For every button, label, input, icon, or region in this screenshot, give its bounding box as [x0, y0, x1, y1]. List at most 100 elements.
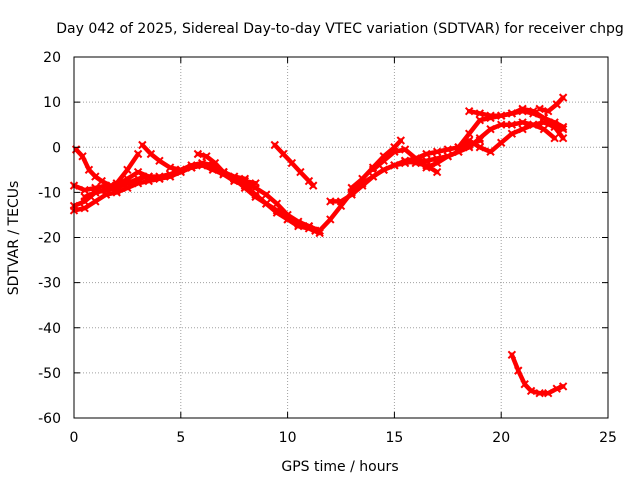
data-point — [78, 152, 87, 161]
data-point — [390, 147, 399, 156]
data-point — [138, 140, 147, 150]
data-point — [133, 179, 143, 188]
data-point — [432, 158, 442, 168]
data-point — [347, 190, 356, 199]
y-tick-label: -10 — [38, 185, 61, 201]
data-point — [552, 100, 561, 109]
data-point — [496, 138, 506, 147]
x-tick-label: 10 — [279, 430, 297, 446]
y-tick-label: 10 — [43, 95, 61, 111]
data-point — [529, 106, 538, 116]
data-point — [251, 192, 260, 202]
data-point — [240, 183, 250, 193]
data-point — [155, 156, 164, 165]
x-tick-label: 20 — [492, 430, 510, 446]
data-layer — [69, 93, 568, 398]
data-point — [133, 167, 143, 177]
data-point — [507, 129, 517, 138]
data-point — [165, 163, 175, 172]
data-point — [315, 226, 324, 235]
y-tick-label: -20 — [38, 231, 61, 247]
data-point — [294, 222, 303, 231]
data-point — [144, 176, 153, 186]
data-point — [368, 172, 378, 181]
data-point — [309, 181, 318, 190]
series-arc-5 — [80, 149, 143, 202]
data-point — [552, 384, 561, 393]
series-arc-18 — [507, 350, 568, 398]
data-point — [279, 149, 288, 159]
data-point — [396, 136, 406, 145]
data-point — [543, 388, 553, 398]
data-point — [155, 174, 164, 184]
y-tick-label: -60 — [38, 411, 61, 427]
data-point — [454, 143, 463, 152]
data-point — [464, 129, 474, 138]
series-arc-16 — [454, 118, 568, 156]
data-point — [187, 163, 196, 172]
tick-marks — [73, 56, 609, 419]
data-point — [543, 106, 553, 116]
data-point — [496, 111, 506, 120]
data-point — [535, 388, 544, 398]
data-point — [443, 152, 453, 161]
data-point — [296, 167, 305, 177]
data-point — [411, 154, 420, 163]
data-point — [550, 134, 559, 143]
data-point — [304, 224, 314, 233]
y-tick-label: -30 — [38, 276, 61, 292]
data-point — [529, 120, 538, 129]
data-point — [326, 197, 335, 206]
data-point — [558, 134, 568, 143]
data-point — [400, 145, 410, 154]
data-point — [123, 183, 132, 193]
data-point — [123, 165, 132, 175]
y-tick-label: 0 — [52, 140, 61, 156]
data-point — [475, 109, 485, 118]
y-axis-label: SDTVAR / TECUs — [6, 181, 22, 296]
data-point — [80, 203, 89, 213]
data-point — [347, 183, 356, 193]
data-point — [486, 111, 495, 120]
data-point — [91, 188, 100, 197]
data-point — [219, 167, 228, 177]
data-point — [475, 136, 485, 145]
data-point — [251, 179, 260, 188]
data-point — [507, 109, 517, 118]
data-point — [210, 158, 220, 168]
data-point — [193, 149, 203, 159]
data-point — [558, 93, 568, 102]
data-point — [202, 152, 211, 161]
x-tick-label: 25 — [599, 430, 617, 446]
data-point — [112, 179, 121, 188]
data-point — [368, 165, 378, 175]
data-point — [518, 124, 527, 134]
x-tick-label: 5 — [176, 430, 185, 446]
data-point — [262, 199, 271, 208]
data-point — [197, 161, 207, 170]
series-arc-17 — [535, 93, 568, 116]
data-point — [464, 136, 474, 145]
data-point — [486, 147, 495, 156]
x-tick-label: 0 — [70, 430, 79, 446]
data-point — [390, 161, 399, 170]
y-tick-label: 20 — [43, 50, 61, 66]
data-point — [80, 185, 89, 195]
data-point — [80, 192, 89, 202]
data-point — [432, 167, 442, 177]
data-point — [507, 350, 517, 360]
data-point — [539, 118, 549, 127]
data-point — [550, 122, 559, 132]
data-point — [379, 165, 388, 175]
x-axis-label: GPS time / hours — [281, 459, 398, 475]
data-point — [84, 165, 94, 175]
data-point — [443, 145, 453, 154]
data-point — [336, 197, 346, 206]
data-point — [91, 197, 100, 206]
data-point — [358, 174, 367, 184]
data-point — [475, 143, 485, 152]
series-arc-9 — [270, 140, 318, 190]
data-point — [526, 386, 536, 396]
